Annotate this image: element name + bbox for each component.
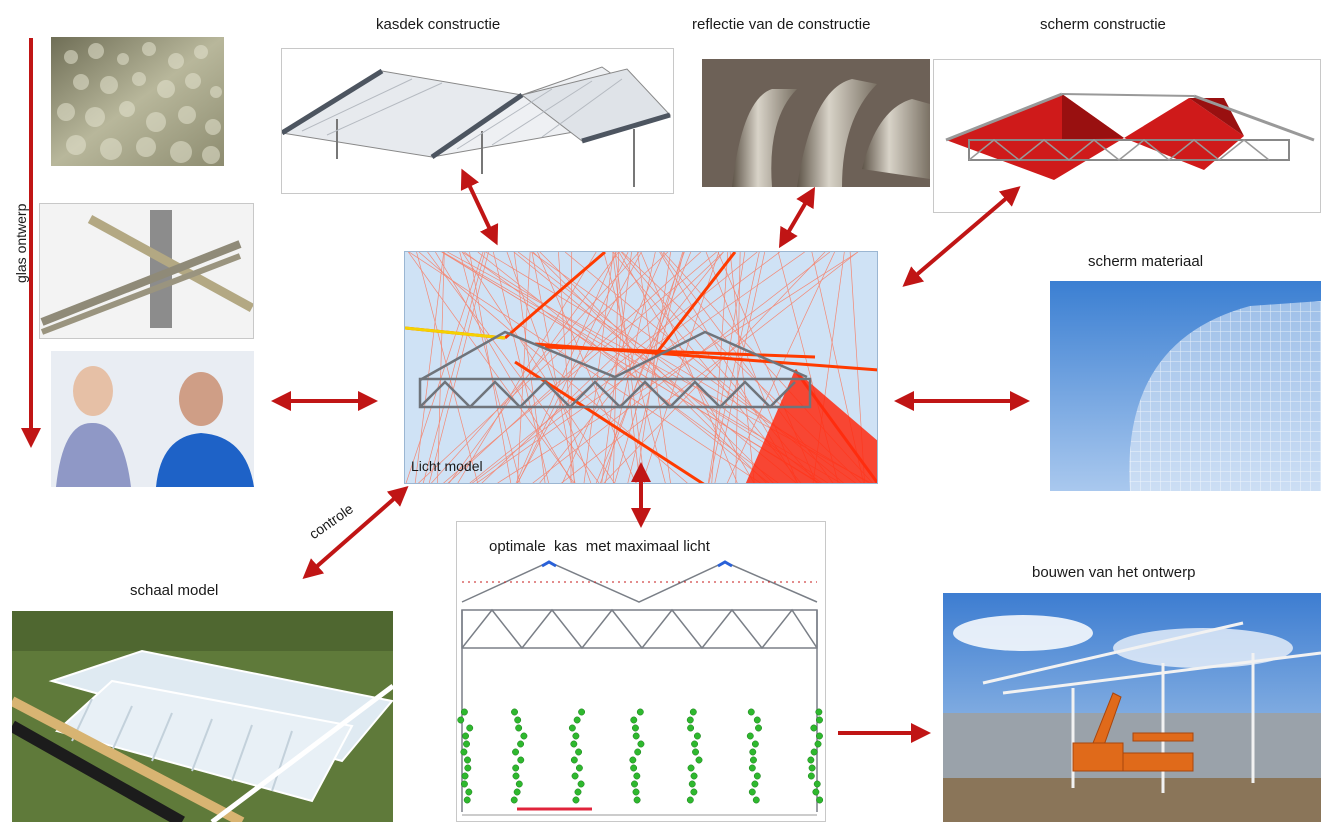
light-model-label: Licht model (411, 458, 483, 474)
designers-photo (51, 351, 254, 487)
reflection-caption: reflectie van de constructie (692, 16, 871, 33)
building-caption: bouwen van het ontwerp (1032, 564, 1196, 581)
screen-construction-caption: scherm constructie (1040, 16, 1166, 33)
glass-crossbeam-render (39, 203, 254, 339)
screen-material-photo (1050, 281, 1321, 491)
optimal-greenhouse-caption: optimale kas met maximaal licht (489, 538, 710, 555)
glass-texture-photo (51, 37, 224, 166)
light-model-panel (404, 251, 878, 484)
roof-construction-caption: kasdek constructie (376, 16, 501, 33)
building-photo (943, 593, 1321, 822)
reflection-model-arrow (778, 186, 816, 249)
reflection-photo (702, 59, 930, 187)
screen-construction-model-arrow (902, 186, 1021, 287)
control-arrow (302, 486, 409, 579)
scale-model-caption: schaal model (130, 582, 219, 599)
optimal-greenhouse-panel (456, 521, 826, 822)
scale-model-photo (12, 611, 393, 822)
roof-construction-render (281, 48, 674, 194)
roof-model-arrow (460, 168, 499, 246)
screen-material-caption: scherm materiaal (1088, 253, 1204, 270)
